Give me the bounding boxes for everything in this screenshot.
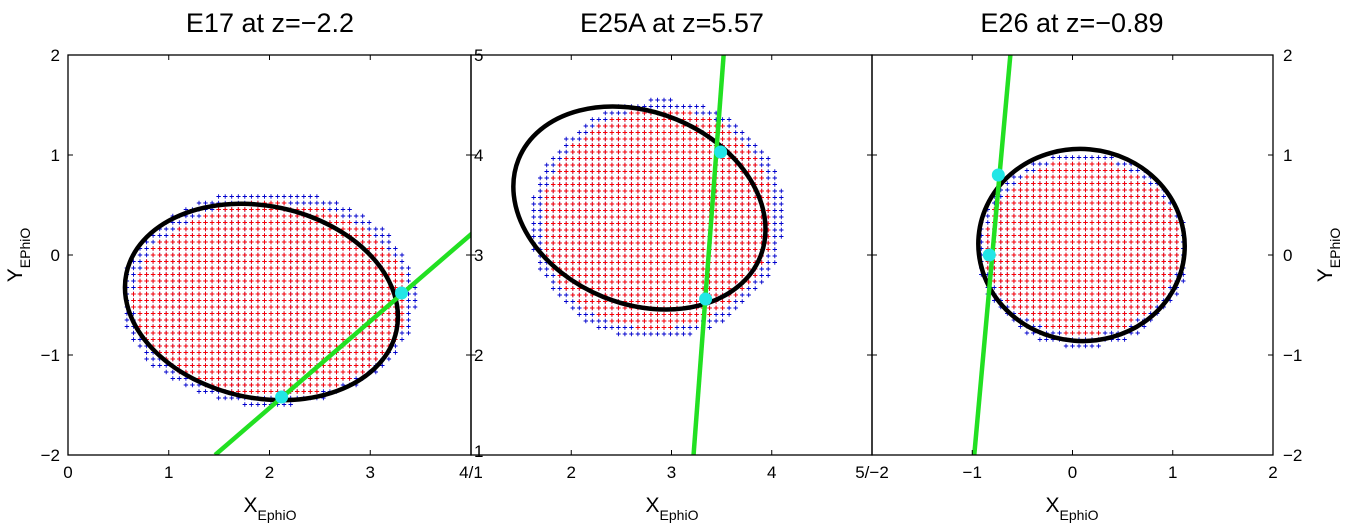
x-tick-label: 2 xyxy=(1268,463,1277,482)
point-cloud-marks xyxy=(979,155,1186,349)
y-axis-label: YEPhiO xyxy=(4,228,33,283)
y-ticks: 1 2 3 4 5 xyxy=(471,46,872,461)
panel-e17: 0 1 2 3 4/1 −2 −1 0 1 2 E17 at z=−2.2 XEphiO YEP… xyxy=(4,8,483,523)
y-tick-label: 2 xyxy=(474,346,483,365)
panel-e25a: 2 3 4 1 2 3 4 5 5/−2 E25A at z=5.57 XEphiO xyxy=(470,8,889,523)
x-tick-label: −1 xyxy=(963,463,982,482)
x-ticks: 2 3 4 xyxy=(567,55,776,482)
y-tick-label: 5 xyxy=(474,46,483,65)
y-tick-label: −2 xyxy=(1283,446,1302,465)
x-tick-label: 1 xyxy=(164,463,173,482)
x-tick-label: 3 xyxy=(366,463,375,482)
panel-e26: −1 0 1 2 −2 −1 0 1 2 E26 at z=−0.89 XEphiO YEPh… xyxy=(871,8,1343,523)
y-tick-label: 3 xyxy=(474,246,483,265)
intersection-marker xyxy=(275,390,289,404)
point-cloud-marks xyxy=(544,110,771,330)
y-tick-label: 0 xyxy=(1283,246,1292,265)
x-tick-label: 4/1 xyxy=(459,463,483,482)
y-tick-label: 2 xyxy=(51,46,60,65)
intersection-markers xyxy=(982,168,1005,262)
y-tick-label: 1 xyxy=(51,146,60,165)
intersection-marker xyxy=(714,145,728,159)
trajectory-line xyxy=(213,231,471,455)
fitted-ellipse xyxy=(122,201,401,403)
y-tick-label: 2 xyxy=(1283,46,1292,65)
x-axis-label: XEphiO xyxy=(1046,494,1099,523)
point-cloud-marks xyxy=(985,161,1179,336)
plot-frame xyxy=(470,54,873,456)
fitted-ellipse xyxy=(976,146,1187,344)
x-tick-label: 2 xyxy=(567,463,576,482)
blue-point-cloud xyxy=(979,155,1186,349)
intersection-marker xyxy=(394,286,408,300)
x-ticks: −1 0 1 2 xyxy=(963,55,1278,482)
trajectory-line xyxy=(691,55,726,455)
intersection-markers xyxy=(275,286,408,404)
intersection-markers xyxy=(699,145,728,306)
x-axis-label: XEphiO xyxy=(244,494,297,523)
panel-title: E26 at z=−0.89 xyxy=(980,8,1163,38)
y-tick-label: −1 xyxy=(41,346,60,365)
y-tick-label: −1 xyxy=(1283,346,1302,365)
red-point-cloud xyxy=(985,161,1179,336)
x-axis-label: XEphiO xyxy=(646,494,699,523)
y-ticks: −2 −1 0 1 2 xyxy=(41,46,471,465)
red-point-cloud xyxy=(544,110,771,330)
y-tick-label: 1 xyxy=(474,442,483,461)
y-tick-label: 1 xyxy=(1283,146,1292,165)
x-tick-label: 3 xyxy=(667,463,676,482)
x-tick-label: 0 xyxy=(63,463,72,482)
x-tick-label: 2 xyxy=(265,463,274,482)
x-tick-label: 1 xyxy=(1168,463,1177,482)
x-tick-label: 0 xyxy=(1068,463,1077,482)
fitted-ellipse xyxy=(511,104,768,312)
panel-title: E17 at z=−2.2 xyxy=(186,8,354,38)
y-tick-label: −2 xyxy=(41,446,60,465)
intersection-marker xyxy=(982,248,996,262)
intersection-marker xyxy=(991,168,1005,182)
intersection-marker xyxy=(699,292,713,306)
panel-title: E25A at z=5.57 xyxy=(580,8,764,38)
y-axis-label: YEPhiO xyxy=(1314,228,1343,283)
x-tick-label: 4 xyxy=(767,463,776,482)
right-edge-tick-label: 5/−2 xyxy=(855,463,889,482)
y-tick-label: 0 xyxy=(51,246,60,265)
y-ticks: −2 −1 0 1 2 xyxy=(872,46,1302,465)
y-tick-label: 4 xyxy=(474,146,483,165)
